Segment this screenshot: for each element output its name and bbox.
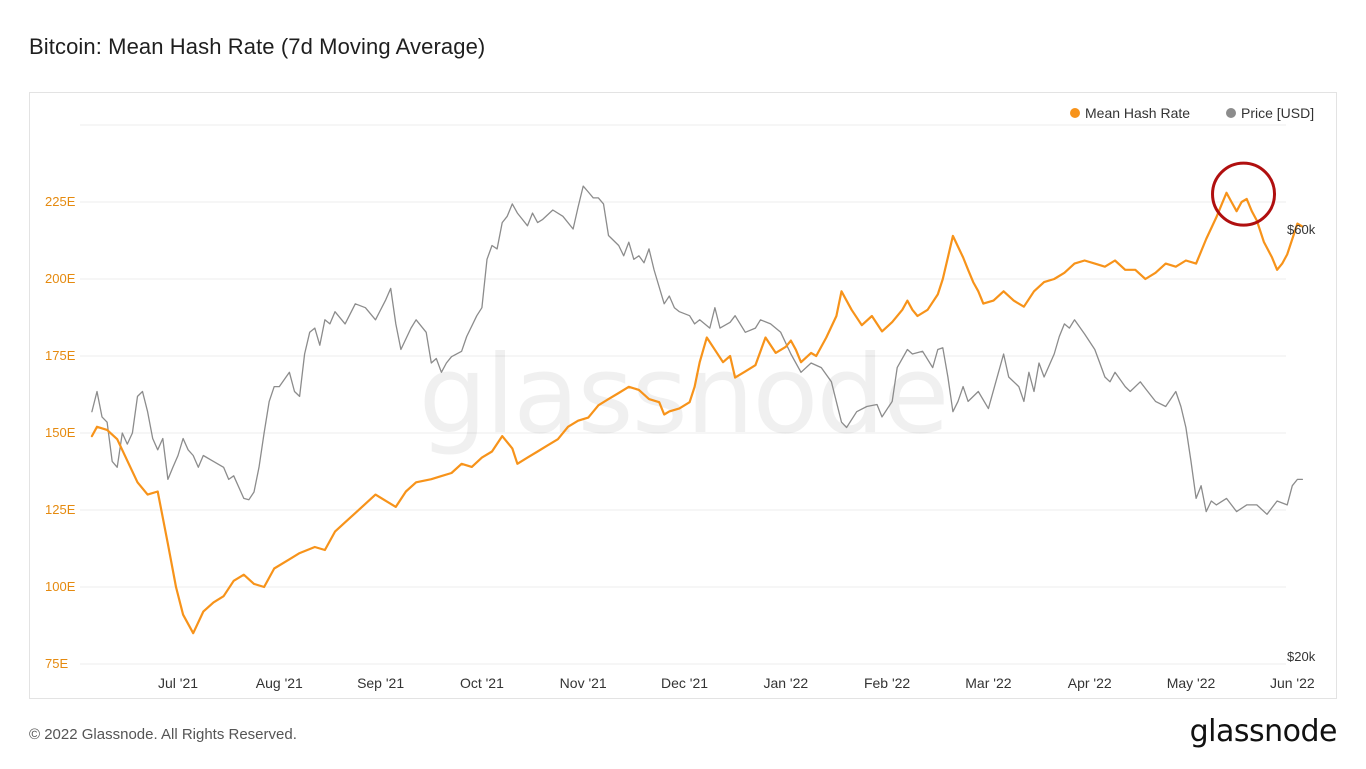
copyright: © 2022 Glassnode. All Rights Reserved. <box>29 726 297 743</box>
legend-marker <box>1070 108 1080 118</box>
x-tick-label: Nov '21 <box>560 675 607 691</box>
x-tick-label: Jul '21 <box>158 675 198 691</box>
gridlines <box>80 124 1286 665</box>
left-tick-label: 100E <box>45 579 76 594</box>
chart-panel <box>29 92 1337 699</box>
hash-rate-series <box>90 191 1304 635</box>
x-axis: Jul '21 Aug '21 Sep '21 Oct '21 Nov '21 Dec '… <box>158 675 1315 691</box>
left-tick-label: 75E <box>45 656 68 671</box>
x-tick-label: Aug '21 <box>256 675 303 691</box>
watermark: glassnode <box>419 333 948 458</box>
chart-title: Bitcoin: Mean Hash Rate (7d Moving Avera… <box>29 34 486 59</box>
x-tick-label: Mar '22 <box>965 675 1011 691</box>
x-tick-label: Jun '22 <box>1270 675 1315 691</box>
left-tick-label: 150E <box>45 425 76 440</box>
left-tick-label: 175E <box>45 348 76 363</box>
left-tick-label: 225E <box>45 194 76 209</box>
series-line <box>90 191 1304 635</box>
right-tick-label: $60k <box>1287 222 1316 237</box>
right-axis: $20k $60k <box>1287 222 1316 664</box>
hash-rate-chart: glassnode 75E 100E 125E 150E 175E 200E 225E $2… <box>45 105 1316 691</box>
left-axis: 75E 100E 125E 150E 175E 200E 225E <box>45 194 76 671</box>
x-tick-label: Feb '22 <box>864 675 910 691</box>
left-tick-label: 125E <box>45 502 76 517</box>
x-tick-label: Jan '22 <box>763 675 808 691</box>
annotation <box>1211 161 1277 227</box>
right-tick-label: $20k <box>1287 649 1316 664</box>
highlight-circle <box>1211 161 1277 227</box>
legend: Mean Hash Rate Price [USD] <box>1070 105 1314 121</box>
x-tick-label: Sep '21 <box>357 675 404 691</box>
price-series <box>91 185 1304 515</box>
legend-label: Mean Hash Rate <box>1085 105 1190 121</box>
series-line <box>91 185 1304 515</box>
legend-label: Price [USD] <box>1241 105 1314 121</box>
x-tick-label: Oct '21 <box>460 675 504 691</box>
x-tick-label: Dec '21 <box>661 675 708 691</box>
glassnode-logo[interactable]: glassnode <box>1189 714 1338 749</box>
x-tick-label: Apr '22 <box>1068 675 1112 691</box>
x-tick-label: May '22 <box>1167 675 1216 691</box>
legend-marker <box>1226 108 1236 118</box>
left-tick-label: 200E <box>45 271 76 286</box>
